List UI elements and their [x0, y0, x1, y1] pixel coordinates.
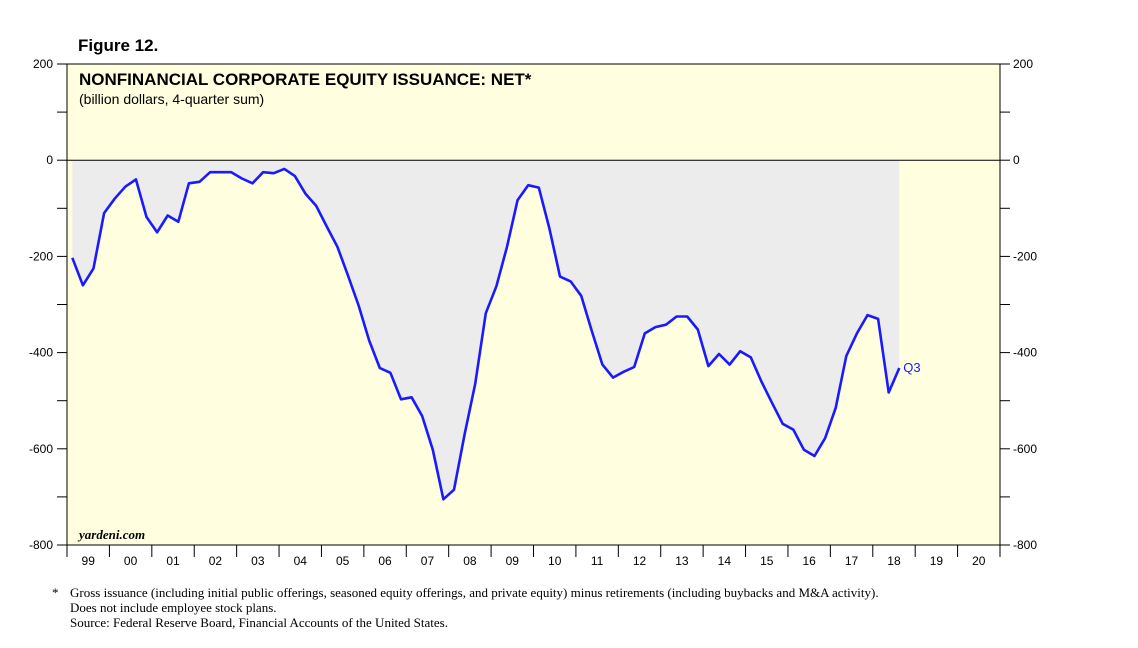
right-tick-label: -600 [1013, 442, 1037, 456]
right-tick-label: -200 [1013, 249, 1037, 263]
right-axis: -800 -600 -400 -200 0 200 [1000, 57, 1037, 552]
left-tick-label: -200 [29, 249, 53, 263]
x-tick-label: 09 [506, 554, 520, 568]
x-tick-label: 05 [336, 554, 350, 568]
right-tick-label: 200 [1013, 57, 1033, 71]
footnote-line-2: Does not include employee stock plans. [70, 600, 277, 615]
x-tick-label: 04 [294, 554, 308, 568]
x-tick-label: 17 [845, 554, 859, 568]
left-tick-label: 0 [46, 153, 53, 167]
chart-title: NONFINANCIAL CORPORATE EQUITY ISSUANCE: … [79, 70, 532, 89]
x-tick-label: 12 [633, 554, 647, 568]
series-fill-area [72, 160, 900, 500]
footnote-line-1: Gross issuance (including initial public… [70, 585, 879, 600]
x-axis: 99 00 01 02 03 04 05 06 07 08 09 10 11 12 13 14 15 16 17 18… [66, 545, 1001, 568]
x-tick-label: 20 [972, 554, 986, 568]
x-tick-label: 02 [209, 554, 223, 568]
x-tick-label: 03 [251, 554, 265, 568]
footnote: * Gross issuance (including initial publ… [52, 585, 879, 630]
plot-frame [66, 63, 1001, 546]
left-tick-label: 200 [33, 57, 53, 71]
x-tick-label: 06 [378, 554, 392, 568]
left-tick-label: -400 [29, 346, 53, 360]
x-tick-label: 14 [718, 554, 732, 568]
x-tick-label: 99 [82, 554, 96, 568]
series-line [71, 167, 901, 501]
footnote-marker: * [52, 585, 59, 600]
x-tick-label: 07 [421, 554, 435, 568]
x-tick-label: 10 [548, 554, 562, 568]
end-label: Q3 [903, 360, 920, 375]
right-tick-label: -800 [1013, 538, 1037, 552]
x-tick-label: 18 [887, 554, 901, 568]
x-tick-label: 01 [166, 554, 180, 568]
x-tick-label: 15 [760, 554, 774, 568]
x-tick-label: 08 [463, 554, 477, 568]
right-tick-label: 0 [1013, 153, 1020, 167]
left-axis: -800 -600 -400 -200 0 200 [29, 57, 67, 552]
x-tick-label: 16 [802, 554, 816, 568]
left-tick-label: -800 [29, 538, 53, 552]
chart-subtitle: (billion dollars, 4-quarter sum) [79, 91, 264, 107]
x-tick-label: 13 [675, 554, 689, 568]
x-tick-label: 19 [930, 554, 944, 568]
left-tick-label: -600 [29, 442, 53, 456]
x-tick-label: 00 [124, 554, 138, 568]
figure-label: Figure 12. [78, 36, 159, 55]
watermark: yardeni.com [77, 527, 145, 542]
footnote-source: Source: Federal Reserve Board, Financial… [70, 615, 448, 630]
right-tick-label: -400 [1013, 346, 1037, 360]
x-tick-label: 11 [591, 554, 604, 568]
